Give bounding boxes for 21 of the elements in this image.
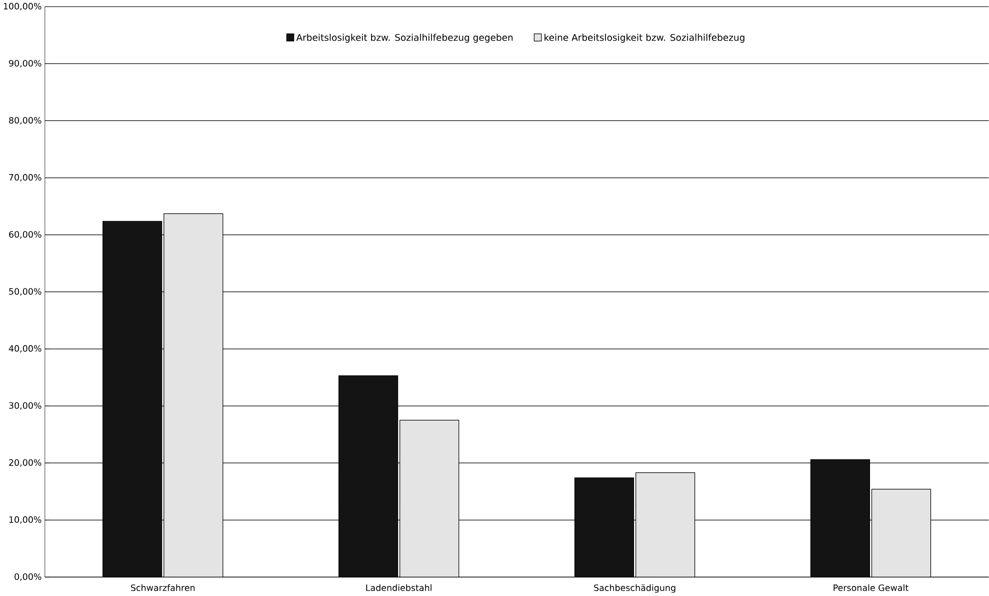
x-tick-label: Sachbeschädigung: [594, 584, 676, 593]
bar: [635, 472, 696, 578]
y-tick-label: 30,00%: [9, 402, 42, 410]
y-tick-label: 100,00%: [4, 3, 42, 11]
y-tick-label: 0,00%: [14, 573, 42, 581]
legend-label: keine Arbeitslosigkeit bzw. Sozialhilfebezug: [544, 34, 744, 43]
y-tick-label: 10,00%: [9, 516, 42, 524]
bar: [400, 420, 460, 578]
bar: [871, 489, 932, 578]
y-tick-label: 20,00%: [9, 459, 42, 467]
x-tick-label: Ladendiebstahl: [366, 584, 432, 592]
y-tick-label: 40,00%: [8, 345, 42, 353]
y-tick-label: 80,00%: [9, 117, 42, 125]
legend-label: Arbeitslosigkeit bzw. Sozialhilfebezug gegeben: [296, 34, 513, 43]
y-tick-label: 70,00%: [9, 174, 42, 182]
x-tick-label: Schwarzfahren: [131, 584, 195, 592]
y-tick-label: 60,00%: [9, 231, 42, 239]
y-tick-label: 90,00%: [9, 60, 42, 68]
x-tick-label: Personale Gewalt: [834, 584, 908, 592]
bar: [164, 214, 224, 578]
y-tick-label: 50,00%: [9, 288, 42, 296]
